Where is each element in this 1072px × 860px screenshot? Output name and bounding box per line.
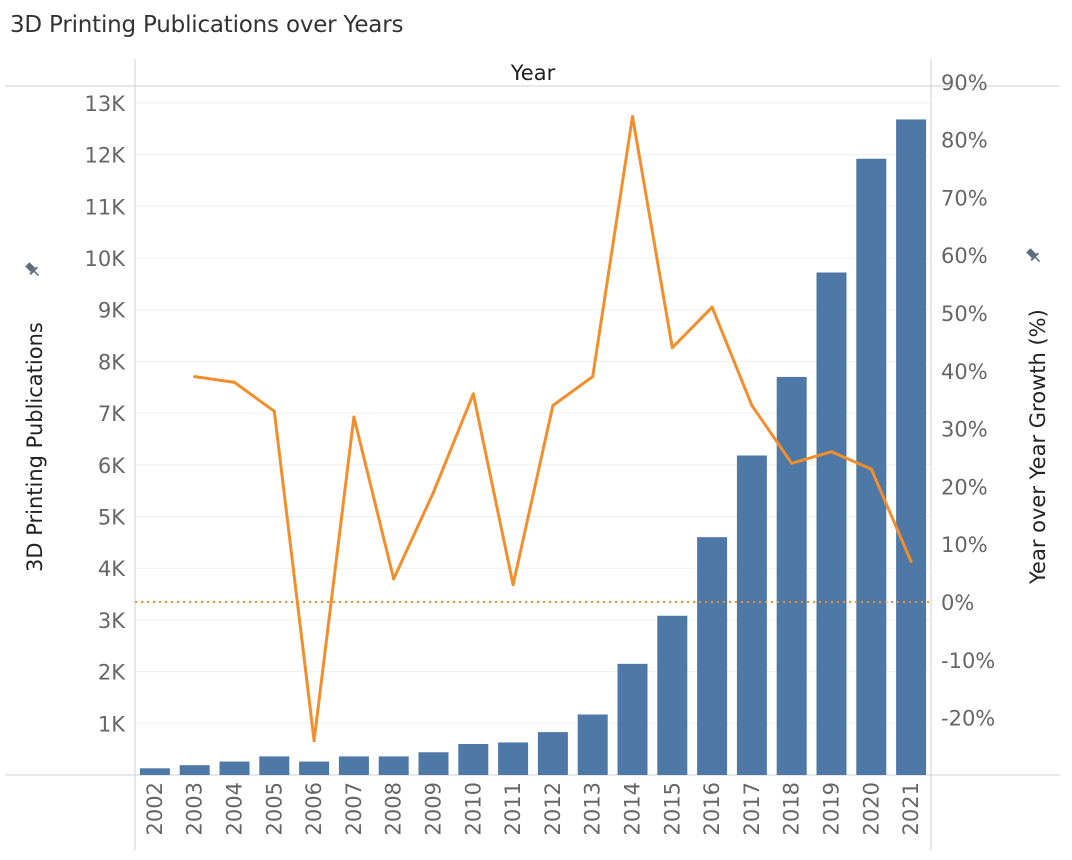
bar-2019[interactable] [816, 272, 847, 775]
growth-point-2019[interactable] [830, 450, 833, 454]
right-tick-label: 90% [941, 71, 988, 95]
bar-2013[interactable] [577, 714, 608, 775]
growth-point-2020[interactable] [869, 467, 873, 471]
x-tick-label: 2015 [660, 782, 684, 835]
right-axis-title: Year over Year Growth (%) [1026, 309, 1050, 585]
x-tick-label: 2021 [899, 782, 923, 835]
x-tick-label: 2006 [302, 782, 326, 835]
bar-2012[interactable] [537, 732, 568, 775]
bar-2018[interactable] [776, 376, 807, 775]
line-series [135, 114, 931, 743]
left-tick-label: 6K [98, 454, 126, 478]
bar-2008[interactable] [378, 756, 409, 775]
x-tick-label: 2020 [859, 782, 883, 835]
x-tick-label: 2012 [541, 782, 565, 835]
left-tick-label: 8K [98, 350, 126, 374]
bar-2021[interactable] [896, 119, 927, 776]
bar-2020[interactable] [856, 158, 887, 776]
growth-point-2013[interactable] [591, 375, 595, 379]
left-pin-icon[interactable] [24, 261, 42, 279]
growth-point-2015[interactable] [670, 346, 674, 350]
growth-point-2021[interactable] [909, 560, 913, 564]
x-tick-label: 2018 [780, 782, 804, 835]
bar-2016[interactable] [697, 537, 728, 775]
x-tick-label: 2017 [740, 782, 764, 835]
x-tick-label: 2019 [820, 782, 844, 835]
growth-point-2007[interactable] [352, 415, 356, 419]
x-tick-label: 2013 [581, 782, 605, 835]
right-tick-label: -10% [941, 649, 995, 673]
x-tick-label: 2005 [262, 782, 286, 835]
bar-2005[interactable] [259, 756, 290, 775]
growth-point-2014[interactable] [631, 114, 634, 118]
left-tick-label: 5K [98, 506, 126, 530]
right-tick-label: 40% [941, 360, 988, 384]
left-tick-label: 3K [98, 609, 126, 633]
bar-2004[interactable] [219, 761, 250, 775]
x-tick-label: 2007 [342, 782, 366, 835]
right-tick-label: 10% [941, 533, 988, 557]
growth-point-2005[interactable] [272, 409, 276, 413]
growth-point-2008[interactable] [392, 577, 396, 581]
x-tick-label: 2010 [461, 782, 485, 835]
bar-2011[interactable] [498, 742, 529, 775]
bar-2015[interactable] [657, 615, 688, 775]
bar-2017[interactable] [736, 455, 767, 775]
left-tick-label: 10K [85, 247, 127, 271]
growth-point-2003[interactable] [193, 375, 197, 379]
left-tick-label: 2K [98, 661, 126, 685]
left-tick-label: 9K [98, 299, 126, 323]
growth-point-2006[interactable] [312, 739, 316, 743]
growth-point-2017[interactable] [750, 403, 754, 407]
growth-point-2016[interactable] [710, 305, 714, 309]
x-tick-label: 2016 [700, 782, 724, 835]
gridlines [135, 102, 931, 724]
left-tick-label: 13K [85, 92, 127, 116]
column-header: Year [510, 61, 556, 85]
x-tick-label: 2009 [422, 782, 446, 835]
x-tick-label: 2014 [621, 782, 645, 835]
left-tick-label: 4K [98, 557, 126, 581]
x-tick-label: 2011 [501, 782, 525, 835]
bar-2014[interactable] [617, 663, 648, 775]
bar-2009[interactable] [418, 752, 449, 775]
axes: Year 1K 2K 3K 4K 5K 6K 7K 8K 9K 10K 11K 12K 13K -20% -1… [23, 61, 1050, 835]
x-tick-label: 2003 [183, 782, 207, 835]
left-tick-label: 1K [98, 712, 126, 736]
growth-point-2018[interactable] [790, 461, 794, 465]
right-tick-label: 60% [941, 244, 988, 268]
left-axis-title: 3D Printing Publications [23, 322, 47, 572]
growth-point-2010[interactable] [471, 392, 475, 396]
right-tick-label: 50% [941, 302, 988, 326]
right-tick-label: -20% [941, 707, 995, 731]
bar-2006[interactable] [299, 761, 330, 775]
bar-2010[interactable] [458, 743, 489, 775]
right-tick-label: 70% [941, 186, 988, 210]
bar-series [139, 119, 927, 776]
left-tick-label: 7K [98, 402, 126, 426]
right-pin-icon[interactable] [1025, 247, 1043, 265]
bar-2007[interactable] [338, 756, 369, 775]
left-tick-label: 12K [85, 144, 127, 168]
right-tick-label: 80% [941, 129, 988, 153]
growth-point-2012[interactable] [551, 403, 555, 407]
growth-point-2004[interactable] [233, 380, 236, 384]
right-tick-label: 0% [941, 591, 974, 615]
bar-2003[interactable] [179, 765, 210, 775]
chart-title: 3D Printing Publications over Years [10, 12, 404, 38]
x-tick-label: 2002 [143, 782, 167, 835]
right-tick-label: 20% [941, 475, 988, 499]
x-tick-label: 2004 [223, 782, 247, 835]
bar-2002[interactable] [139, 768, 170, 775]
right-tick-label: 30% [941, 418, 988, 442]
x-tick-label: 2008 [382, 782, 406, 835]
left-tick-label: 11K [85, 195, 127, 219]
growth-point-2011[interactable] [511, 583, 515, 587]
growth-point-2009[interactable] [432, 490, 435, 494]
